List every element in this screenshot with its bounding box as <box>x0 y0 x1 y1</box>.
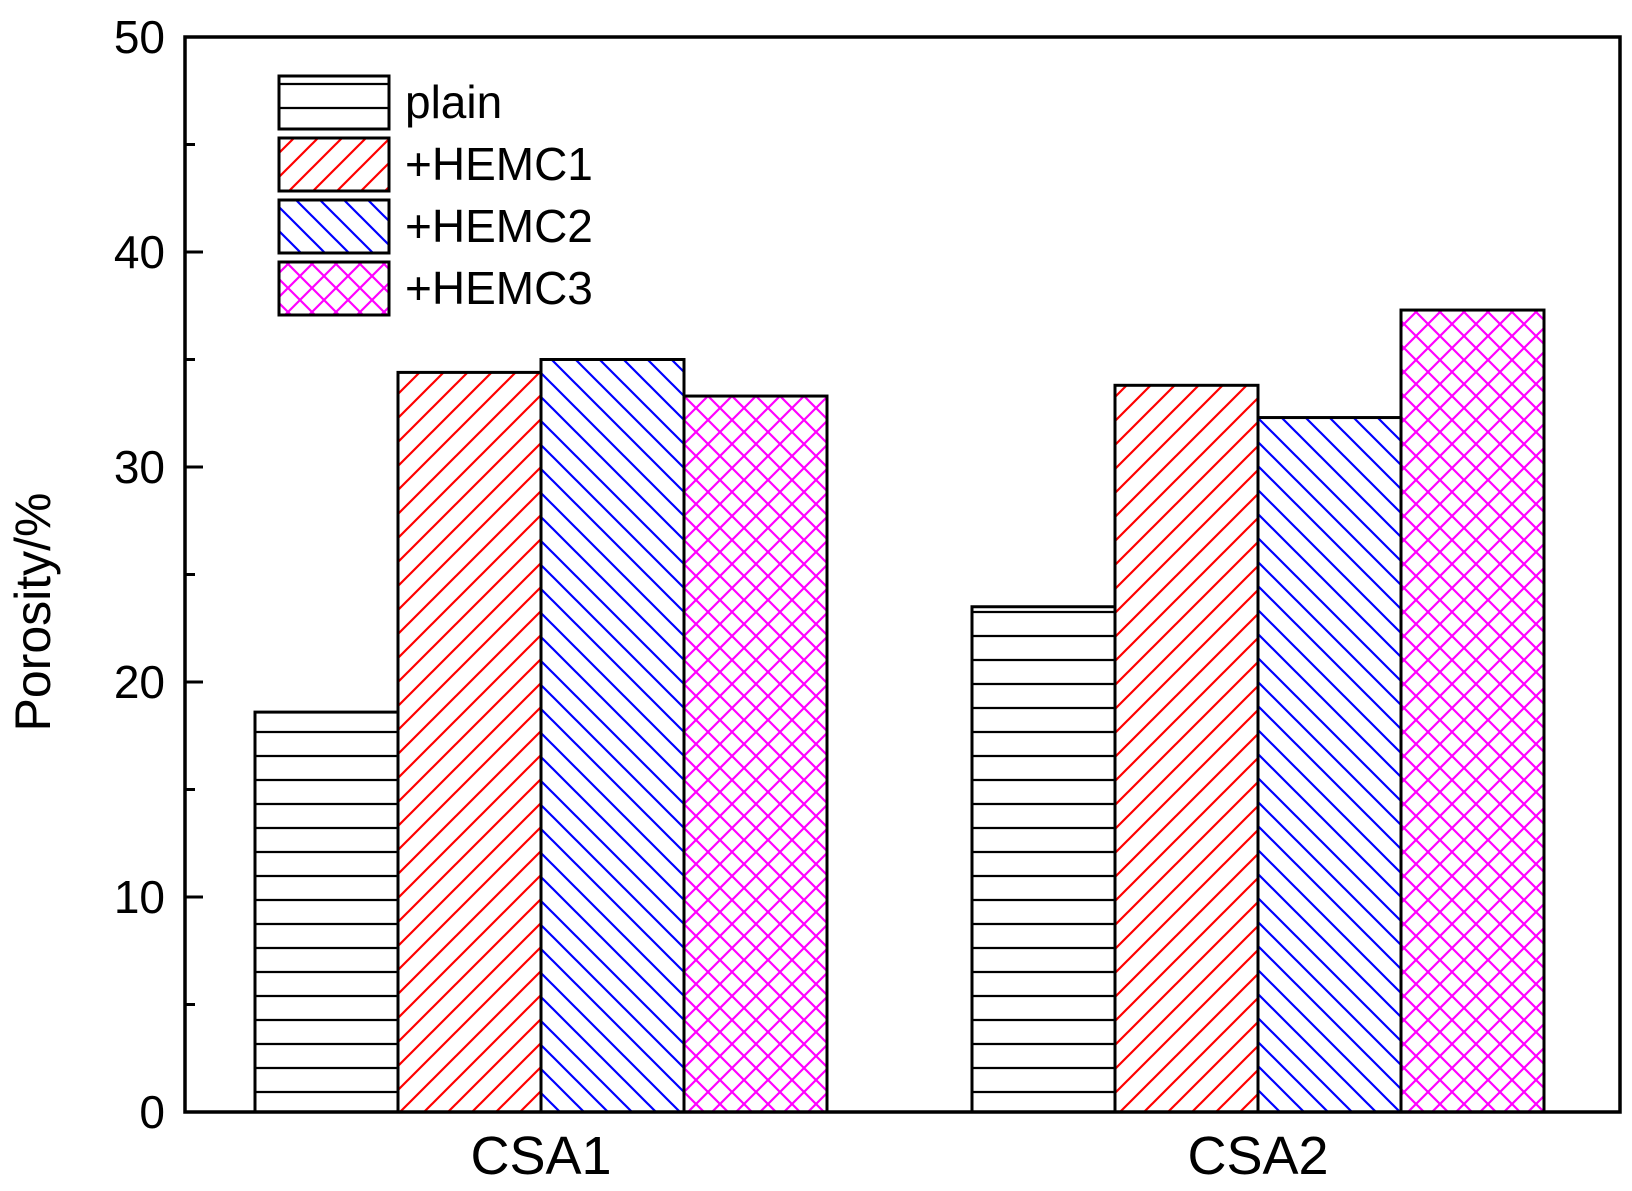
legend-swatch-hemc3 <box>277 260 391 317</box>
legend-swatch-plain <box>277 74 391 131</box>
bar-csa2-hemc2 <box>1256 416 1403 1114</box>
y-tick-label: 0 <box>139 1086 165 1138</box>
y-tick-label: 20 <box>114 656 165 708</box>
legend-label-hemc2: +HEMC2 <box>405 200 593 252</box>
bar-csa2-hemc1 <box>1113 383 1260 1114</box>
plot-area: CSA1 CSA2 0 10 20 30 40 50 plain +HEMC1 +HEMC2 +HEM… <box>114 11 1622 1186</box>
bar-csa1-hemc1 <box>396 370 543 1114</box>
bar-csa2-plain <box>970 605 1117 1114</box>
legend-label-hemc3: +HEMC3 <box>405 262 593 314</box>
y-tick-label: 30 <box>114 441 165 493</box>
x-tick-label-csa2: CSA2 <box>1187 1126 1328 1186</box>
y-tick-label: 50 <box>114 11 165 63</box>
x-tick-label-csa1: CSA1 <box>470 1126 611 1186</box>
legend-swatch-hemc2 <box>277 198 391 255</box>
bar-csa1-hemc2 <box>539 358 686 1114</box>
legend-label-plain: plain <box>405 76 502 128</box>
y-tick-label: 40 <box>114 226 165 278</box>
legend-label-hemc1: +HEMC1 <box>405 138 593 190</box>
legend-swatch-hemc1 <box>277 136 391 193</box>
y-axis-title: Porosity/% <box>5 493 61 732</box>
bar-csa1-plain <box>253 710 400 1114</box>
bar-csa2-hemc3 <box>1399 308 1546 1114</box>
bar-csa1-hemc3 <box>682 394 829 1114</box>
y-tick-label: 10 <box>114 871 165 923</box>
